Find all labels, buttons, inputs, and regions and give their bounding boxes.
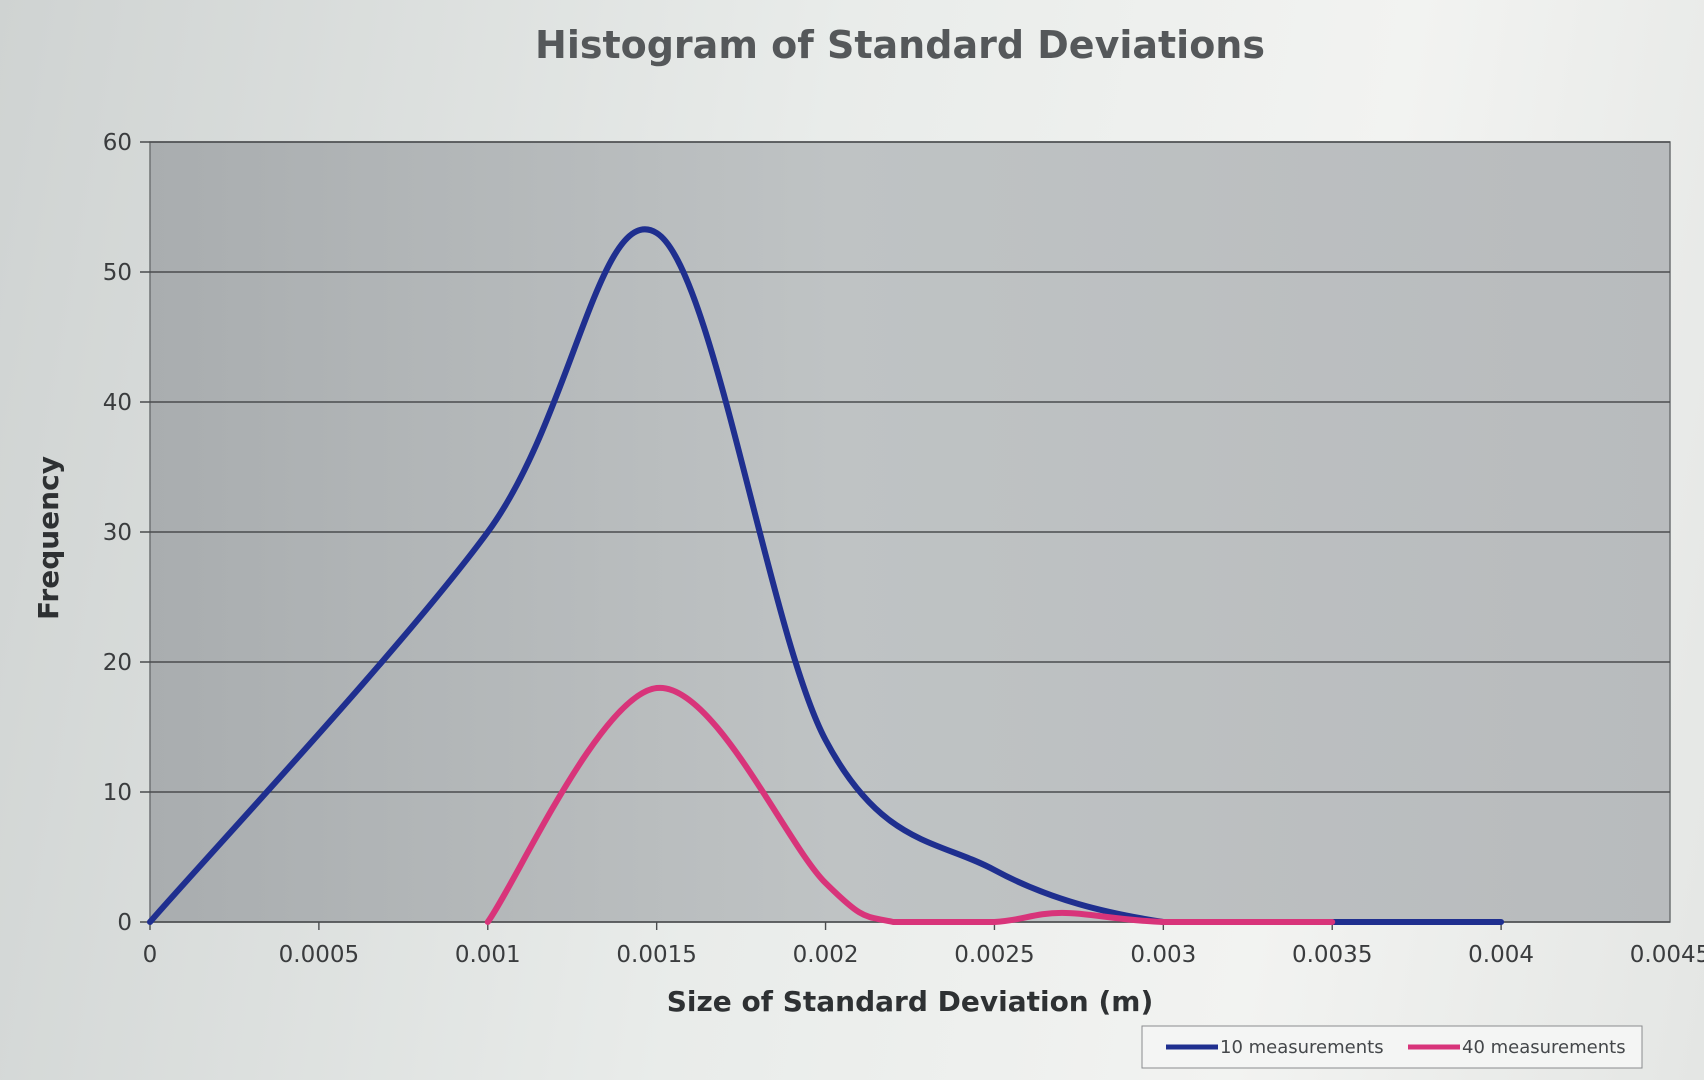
legend-label-10-measurements: 10 measurements xyxy=(1220,1037,1384,1058)
legend-box xyxy=(1141,1025,1643,1069)
series-line-40-measurements xyxy=(484,684,1336,926)
x-tick-label: 0.0025 xyxy=(954,942,1034,968)
x-tick-label: 0.003 xyxy=(1130,942,1196,968)
y-tick-label: 40 xyxy=(103,390,132,416)
x-tick-label: 0 xyxy=(143,942,158,968)
legend: 10 measurements 40 measurements xyxy=(1141,1025,1643,1069)
series-lines xyxy=(147,226,1505,926)
y-tick-label: 10 xyxy=(103,780,132,806)
x-tick-label: 0.0005 xyxy=(279,942,359,968)
y-axis-label: Frequency xyxy=(32,456,65,620)
x-tick-label: 0.0045 xyxy=(1630,942,1704,968)
x-tick-label: 0.0015 xyxy=(616,942,696,968)
x-tick-label: 0.004 xyxy=(1468,942,1534,968)
y-tick-labels: 0 10 20 30 40 50 60 xyxy=(103,130,132,936)
x-axis-label: Size of Standard Deviation (m) xyxy=(667,985,1154,1018)
x-tick-label: 0.0035 xyxy=(1292,942,1372,968)
y-tick-label: 0 xyxy=(117,910,132,936)
x-tick-label: 0.002 xyxy=(793,942,859,968)
x-tick-labels: 0 0.0005 0.001 0.0015 0.002 0.0025 0.003 0.0035… xyxy=(143,942,1704,968)
legend-label-40-measurements: 40 measurements xyxy=(1462,1037,1626,1058)
y-tick-label: 60 xyxy=(103,130,132,156)
y-tick-label: 20 xyxy=(103,650,132,676)
y-tick-label: 50 xyxy=(103,260,132,286)
chart-title: Histogram of Standard Deviations xyxy=(535,23,1265,67)
y-tick-label: 30 xyxy=(103,520,132,546)
x-tick-label: 0.001 xyxy=(455,942,521,968)
